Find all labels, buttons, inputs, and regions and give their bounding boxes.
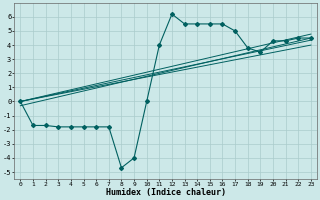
- X-axis label: Humidex (Indice chaleur): Humidex (Indice chaleur): [106, 188, 226, 197]
